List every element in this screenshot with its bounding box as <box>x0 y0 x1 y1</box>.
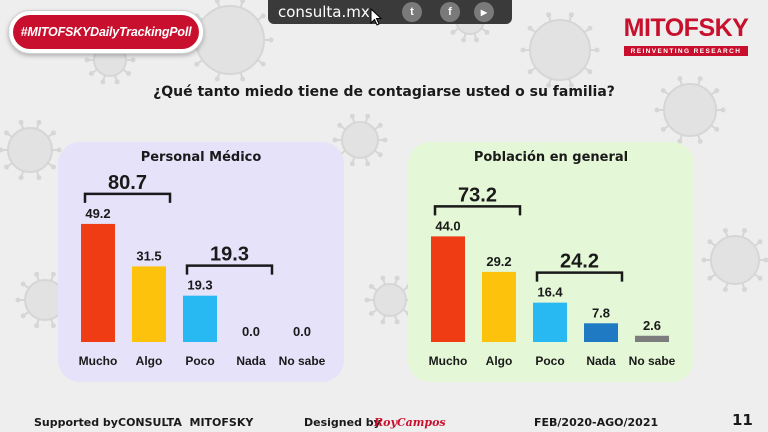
group-bracket <box>535 271 624 282</box>
virus-decoration <box>186 0 274 82</box>
twitter-icon[interactable]: t <box>402 2 422 22</box>
category-label: Poco <box>535 354 564 368</box>
bar-algo <box>482 271 516 342</box>
bar-poco <box>533 302 567 342</box>
virus-decoration <box>701 228 768 292</box>
group-bracket <box>83 192 172 203</box>
category-label: Mucho <box>79 354 118 368</box>
group-total-label: 19.3 <box>210 244 249 266</box>
panel-title: Personal Médico <box>140 150 262 165</box>
virus-decoration <box>0 119 62 181</box>
group-total-label: 80.7 <box>108 172 147 194</box>
mouse-cursor-icon <box>370 8 383 26</box>
panel-personal-medico: Personal Médico 49.2 Mucho 31.5 Algo 19.3 Poc… <box>58 142 344 382</box>
category-label: Poco <box>185 354 214 368</box>
hashtag-badge[interactable]: #MITOFSKYDailyTrackingPoll <box>8 10 204 54</box>
footer-supported-by: Supported by <box>34 416 118 429</box>
group-total-label: 73.2 <box>458 184 497 206</box>
group-total-label: 24.2 <box>560 251 599 273</box>
facebook-icon[interactable]: f <box>440 2 460 22</box>
group-bracket <box>433 205 522 216</box>
value-label: 0.0 <box>242 324 260 339</box>
logo-tagline: REINVENTING RESEARCH <box>624 46 748 56</box>
category-label: Nada <box>236 354 266 368</box>
value-label: 7.8 <box>592 305 610 320</box>
page-number: 11 <box>732 411 753 429</box>
virus-decoration <box>654 76 726 144</box>
category-label: Algo <box>486 354 513 368</box>
top-bar: consulta.mx <box>268 0 512 24</box>
chart-personal-medico: 49.2 Mucho 31.5 Algo 19.3 Poco 0.0 Nada 0.0 No sa… <box>79 172 326 368</box>
bar-mucho <box>81 223 115 342</box>
footer-designer-signature: RoyCampos <box>374 416 446 429</box>
category-label: Algo <box>136 354 163 368</box>
value-label: 16.4 <box>537 285 563 300</box>
category-label: Nada <box>586 354 616 368</box>
youtube-icon[interactable]: ▶ <box>474 2 494 22</box>
site-link[interactable]: consulta.mx <box>278 3 370 21</box>
panel-title: Población en general <box>473 150 629 165</box>
bar-poco <box>183 295 217 342</box>
bar-nada <box>584 323 618 342</box>
value-label: 49.2 <box>85 206 110 221</box>
value-label: 0.0 <box>293 324 311 339</box>
value-label: 2.6 <box>643 318 661 333</box>
bar-algo <box>132 266 166 342</box>
footer-designed-by: Designed by <box>304 416 381 429</box>
value-label: 31.5 <box>136 248 161 263</box>
virus-decoration <box>520 12 600 88</box>
chart-poblacion-general: 44.0 Mucho 29.2 Algo 16.4 Poco 7.8 Nada 2.6 No sa… <box>429 184 676 368</box>
category-label: No sabe <box>279 354 326 368</box>
survey-question: ¿Qué tanto miedo tiene de contagiarse us… <box>153 84 615 100</box>
footer-sponsor: CONSULTA MITOFSKY <box>118 416 254 429</box>
value-label: 44.0 <box>435 218 460 233</box>
bar-mucho <box>431 236 465 342</box>
category-label: No sabe <box>629 354 676 368</box>
value-label: 19.3 <box>187 278 212 293</box>
category-label: Mucho <box>429 354 468 368</box>
logo-title: MITOFSKY <box>623 14 749 42</box>
bar-no-sabe <box>635 335 669 342</box>
footer-date-range: FEB/2020-AGO/2021 <box>534 416 659 429</box>
hashtag-text: #MITOFSKYDailyTrackingPoll <box>20 25 192 39</box>
panel-poblacion-general: Población en general 44.0 Mucho 29.2 Algo 16… <box>408 142 694 382</box>
group-bracket <box>185 264 274 275</box>
value-label: 29.2 <box>486 254 511 269</box>
virus-decoration <box>332 113 388 167</box>
